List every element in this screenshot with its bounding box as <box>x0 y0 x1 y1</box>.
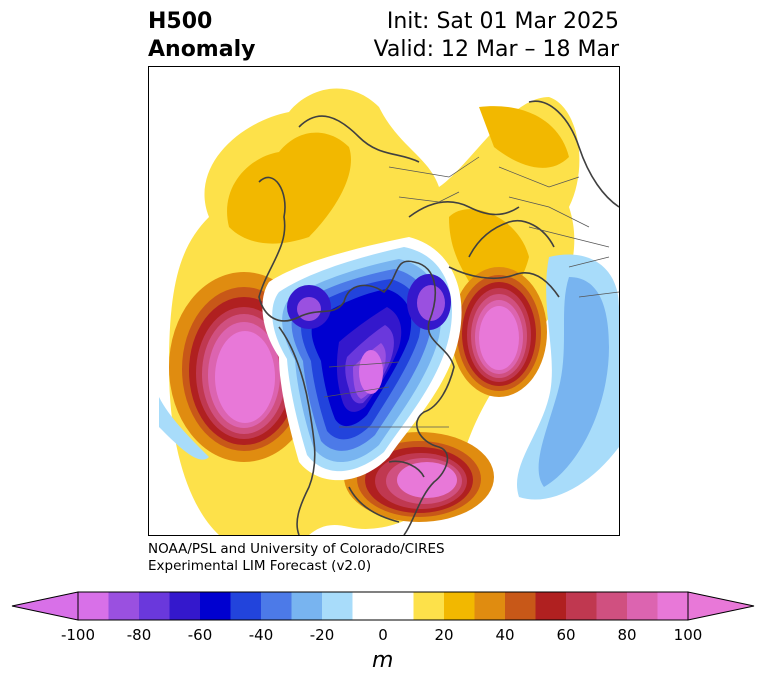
coastlines <box>258 100 619 535</box>
colorbar-swatch <box>108 592 140 620</box>
anomaly-map <box>148 66 620 536</box>
colorbar-tick-label: -20 <box>309 626 335 644</box>
colorbar-tick-label: -40 <box>248 626 274 644</box>
colorbar-swatch <box>383 592 414 620</box>
colorbar-border <box>77 591 689 621</box>
valid-dates: Valid: 12 Mar – 18 Mar <box>373 37 619 62</box>
anomaly-field <box>159 88 619 535</box>
colorbar-swatch <box>322 592 353 620</box>
colorbar-swatch <box>566 592 597 620</box>
colorbar-swatch <box>444 592 475 620</box>
colorbar-swatch <box>139 592 170 620</box>
colorbar-tick-label: 20 <box>434 626 454 644</box>
colorbar-extend-high <box>687 591 755 621</box>
title-variable: H500 <box>148 9 213 34</box>
colorbar-tick-label: -80 <box>126 626 152 644</box>
title-anomaly: Anomaly <box>148 37 256 62</box>
colorbar-tick-label: 0 <box>378 626 388 644</box>
colorbar-swatch <box>352 592 384 620</box>
colorbar-swatch <box>200 592 231 620</box>
colorbar-tick-label: 100 <box>673 626 703 644</box>
credit-line-2: Experimental LIM Forecast (v2.0) <box>148 558 372 574</box>
colorbar-swatch <box>657 592 689 620</box>
colorbar-swatch <box>474 592 506 620</box>
credit-line-1: NOAA/PSL and University of Colorado/CIRE… <box>148 541 445 557</box>
colorbar-swatch <box>627 592 658 620</box>
colorbar-swatch <box>291 592 323 620</box>
colorbar-swatch <box>261 592 292 620</box>
colorbar-swatch <box>505 592 536 620</box>
colorbar-swatch <box>535 592 567 620</box>
colorbar-tick-label: 60 <box>556 626 576 644</box>
colorbar <box>11 591 755 621</box>
colorbar-swatch <box>596 592 628 620</box>
credit-text: NOAA/PSL and University of Colorado/CIRE… <box>148 541 445 575</box>
colorbar-tick-label: -100 <box>60 626 96 644</box>
colorbar-tick-label: -60 <box>187 626 213 644</box>
forecast-dates: Init: Sat 01 Mar 2025 Valid: 12 Mar – 18… <box>374 8 619 64</box>
colorbar-swatch <box>230 592 262 620</box>
colorbar-tick-label: 80 <box>617 626 637 644</box>
colorbar-swatch <box>169 592 201 620</box>
init-date: Init: Sat 01 Mar 2025 <box>386 9 619 34</box>
map-title: H500 Anomaly <box>148 8 255 64</box>
colorbar-swatch <box>413 592 445 620</box>
country-borders <box>323 156 619 428</box>
colorbar-swatch <box>78 592 109 620</box>
colorbar-unit: m <box>372 648 394 673</box>
colorbar-extend-low <box>11 591 79 621</box>
colorbar-tick-label: 40 <box>495 626 515 644</box>
